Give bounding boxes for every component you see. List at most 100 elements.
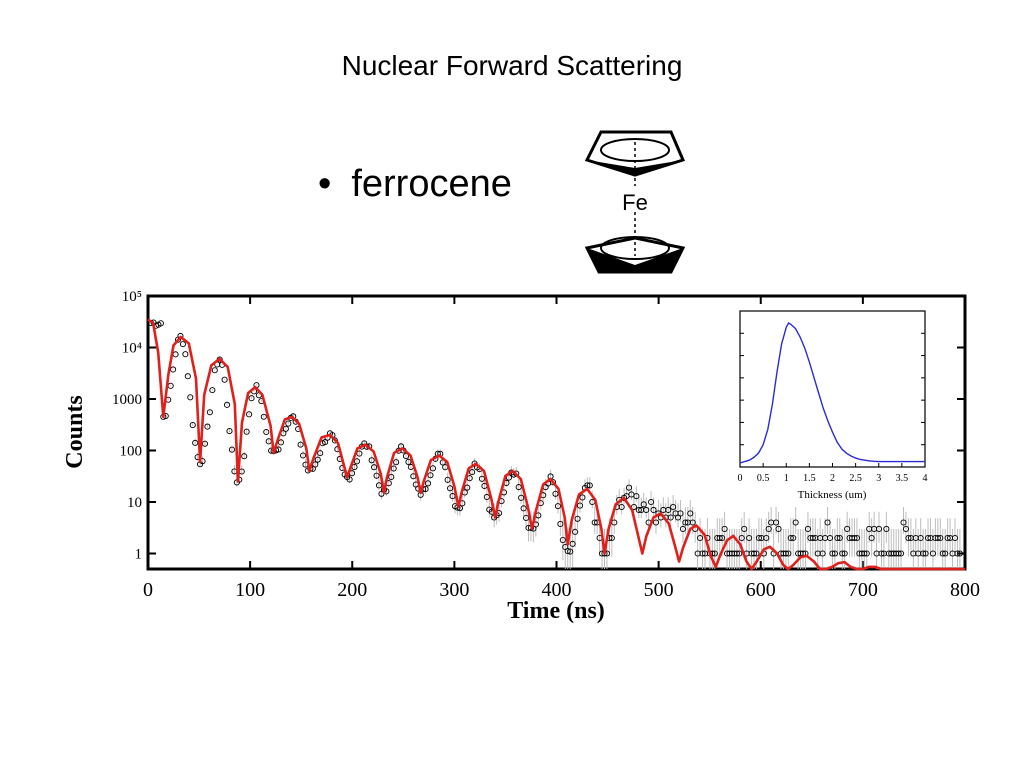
- data-point: [263, 428, 270, 436]
- inset-x-tick-label: 3: [876, 473, 881, 484]
- data-point: [787, 534, 794, 542]
- data-point: [790, 534, 797, 542]
- x-tick-label: 400: [542, 579, 572, 601]
- data-point: [836, 534, 843, 542]
- data-point: [755, 534, 762, 542]
- data-point: [716, 534, 723, 542]
- data-point: [179, 341, 186, 348]
- data-point: [652, 519, 660, 526]
- data-point: [922, 550, 929, 557]
- data-point: [765, 525, 772, 532]
- data-point: [223, 401, 231, 408]
- data-point: [924, 534, 932, 542]
- bullet-item: • ferrocene: [318, 163, 512, 206]
- data-point: [317, 450, 324, 457]
- inset-x-tick-label: 1.5: [803, 473, 816, 484]
- data-point: [353, 458, 360, 465]
- y-tick-label: 10: [127, 495, 142, 511]
- data-point: [804, 525, 811, 532]
- data-point: [733, 550, 740, 557]
- data-point: [633, 493, 640, 500]
- data-point: [444, 476, 451, 483]
- x-tick-label: 300: [439, 579, 469, 601]
- data-point: [863, 550, 870, 557]
- slide-title: Nuclear Forward Scattering: [341, 50, 683, 81]
- bullet-dot-icon: •: [318, 163, 332, 205]
- data-point: [824, 519, 831, 526]
- x-axis-label: Time (ns): [507, 598, 605, 624]
- data-point: [905, 534, 912, 542]
- y-tick-label: 1: [135, 546, 143, 562]
- inset-x-axis-label: Thickness (um): [798, 489, 867, 501]
- data-point: [576, 502, 584, 509]
- inset-x-tick-label: 2.5: [849, 473, 862, 484]
- data-point: [917, 534, 924, 542]
- data-point: [625, 484, 633, 491]
- data-point: [773, 519, 780, 526]
- data-point: [552, 490, 559, 497]
- data-point: [402, 453, 410, 460]
- y-axis-label: Counts: [62, 395, 88, 468]
- data-point: [572, 528, 579, 535]
- data-point: [182, 351, 189, 358]
- data-point: [192, 439, 199, 446]
- data-point: [721, 525, 728, 532]
- data-point: [591, 519, 598, 526]
- data-point: [557, 520, 564, 527]
- data-point: [868, 534, 875, 542]
- data-point: [285, 420, 292, 427]
- data-point: [618, 503, 625, 511]
- data-point: [900, 519, 907, 526]
- data-point: [782, 550, 789, 557]
- data-point: [861, 550, 868, 557]
- data-point: [792, 519, 799, 526]
- data-point: [586, 482, 593, 489]
- inset-x-tick-label: 3.5: [896, 473, 909, 484]
- inset-distribution-line: [739, 322, 925, 464]
- data-point: [834, 534, 841, 542]
- data-point: [775, 525, 782, 532]
- data-point: [388, 473, 395, 481]
- data-point: [429, 465, 436, 472]
- data-point: [373, 472, 380, 479]
- x-tick-label: 200: [337, 579, 367, 601]
- data-point: [687, 510, 694, 517]
- data-point: [515, 484, 522, 491]
- data-point: [368, 457, 375, 464]
- data-point: [574, 515, 581, 522]
- data-point: [665, 506, 672, 514]
- data-point: [559, 537, 566, 544]
- data-point: [447, 485, 454, 492]
- data-point: [736, 550, 743, 557]
- x-tick-label: 100: [235, 579, 265, 601]
- data-point: [844, 525, 851, 532]
- data-point: [226, 428, 233, 435]
- data-point: [851, 534, 858, 542]
- data-point: [469, 469, 476, 476]
- data-point: [875, 525, 883, 532]
- data-point: [331, 437, 338, 444]
- data-point: [853, 534, 861, 542]
- data-point: [322, 439, 329, 446]
- data-point: [763, 534, 770, 542]
- data-point: [209, 387, 216, 394]
- data-point: [878, 550, 885, 557]
- data-point: [839, 550, 846, 557]
- data-point: [314, 456, 321, 463]
- x-tick-label: 700: [848, 579, 878, 601]
- x-tick-label: 600: [746, 579, 776, 601]
- data-point: [299, 452, 307, 459]
- data-point: [184, 373, 191, 380]
- data-point: [282, 425, 289, 432]
- data-point: [929, 550, 936, 557]
- x-tick-label: 0: [143, 579, 153, 601]
- data-point: [371, 464, 378, 471]
- data-point: [518, 494, 525, 501]
- data-point: [841, 550, 848, 557]
- bottom-ring-edge-icon: [587, 248, 683, 272]
- data-point: [785, 550, 792, 557]
- inset-x-tick-label: 0.5: [757, 473, 770, 484]
- data-point: [682, 519, 689, 526]
- data-point: [648, 498, 655, 506]
- data-point: [297, 441, 304, 448]
